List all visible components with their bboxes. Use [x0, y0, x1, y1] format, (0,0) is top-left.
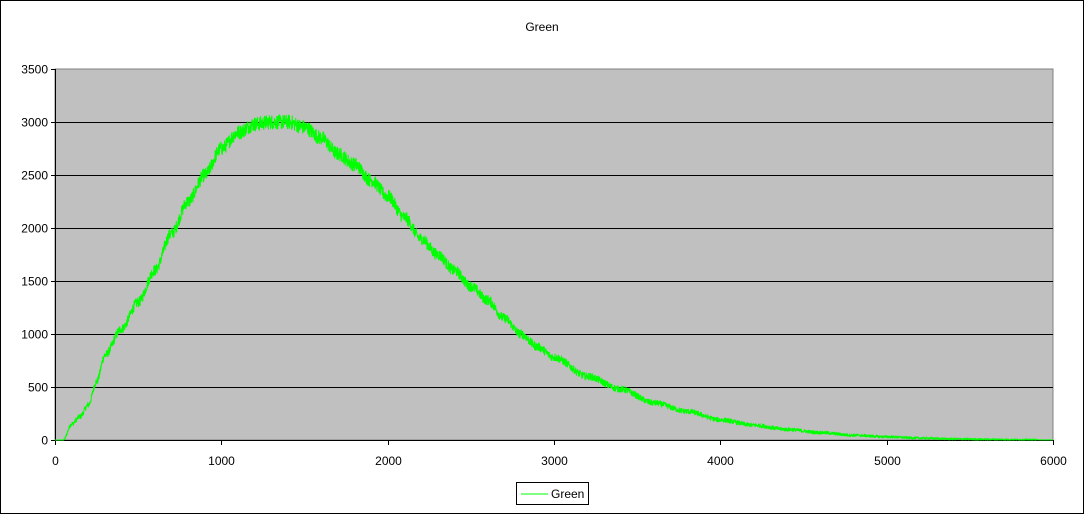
chart-title: Green	[525, 20, 558, 34]
x-tick-label: 6000	[1040, 454, 1067, 468]
y-tick-label: 1000	[21, 328, 48, 342]
x-axis: 0 1000 2000 3000 4000 5000 6000	[52, 440, 1067, 468]
x-tick-label: 5000	[874, 454, 901, 468]
y-tick-label: 0	[41, 434, 48, 448]
y-tick-label: 3000	[21, 116, 48, 130]
series-line-green	[54, 114, 1054, 441]
y-tick-label: 2000	[21, 222, 48, 236]
x-tick-label: 0	[52, 454, 59, 468]
legend-box	[516, 482, 589, 505]
x-tick-label: 1000	[208, 454, 235, 468]
legend-entry-green: Green	[551, 487, 584, 501]
y-tick-label: 3500	[21, 63, 48, 77]
gridlines	[55, 122, 1053, 388]
y-tick-label: 500	[28, 381, 48, 395]
legend: Green	[516, 482, 589, 505]
y-tick-label: 2500	[21, 169, 48, 183]
y-tick-label: 1500	[21, 275, 48, 289]
x-tick-label: 3000	[541, 454, 568, 468]
x-tick-label: 2000	[375, 454, 402, 468]
x-tick-label: 4000	[707, 454, 734, 468]
series-layer	[54, 114, 1054, 441]
plot-area	[54, 68, 1054, 441]
y-axis: 0 500 1000 1500 2000 2500 3000 3500	[21, 63, 56, 448]
